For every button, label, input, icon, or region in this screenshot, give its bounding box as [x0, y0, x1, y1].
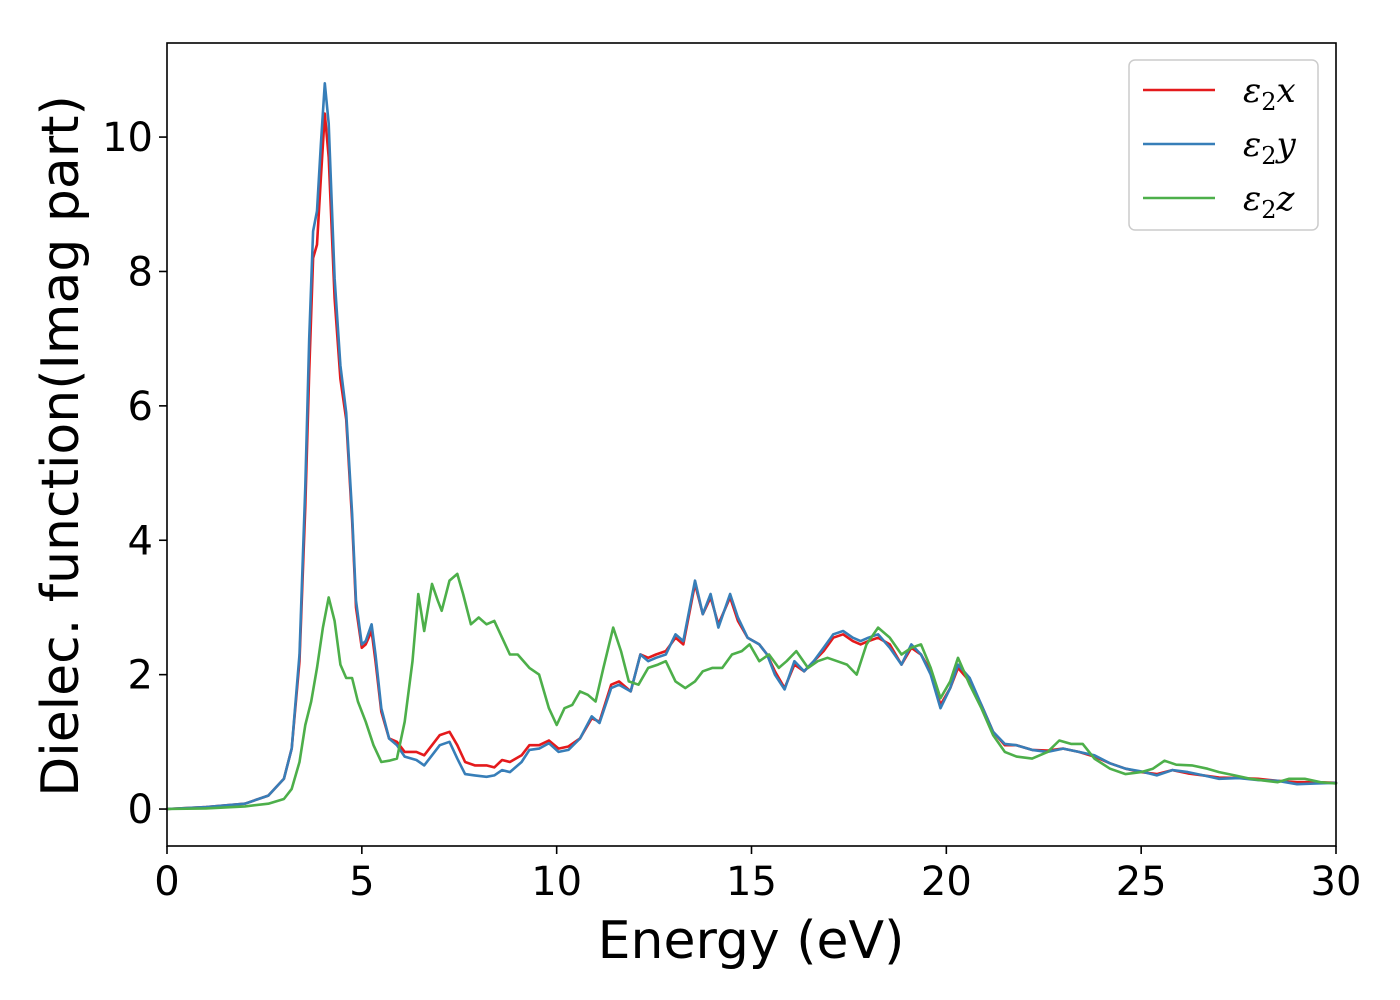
y-tick-label: 0 [128, 787, 153, 833]
y-tick-label: 10 [102, 115, 153, 161]
y-tick-label: 4 [128, 518, 153, 564]
legend-box [1128, 59, 1319, 231]
x-tick-label: 5 [349, 859, 374, 905]
x-tick-label: 0 [154, 859, 179, 905]
x-tick-label: 20 [921, 859, 972, 905]
x-tick-label: 25 [1116, 859, 1167, 905]
y-axis-label: Dielec. function(Imag part) [31, 95, 91, 797]
series-line-z [165, 572, 1338, 811]
y-tick-label: 6 [128, 384, 153, 430]
y-axis-ticks: 0 2 4 6 8 10 [102, 115, 167, 833]
series-layer [165, 82, 1338, 811]
x-tick-label: 15 [726, 859, 777, 905]
x-axis-label: Energy (eV) [598, 911, 905, 971]
x-axis-ticks: 0 5 10 15 20 25 30 [154, 846, 1361, 905]
x-tick-label: 30 [1311, 859, 1362, 905]
legend-entry-y: ε2y [1243, 125, 1297, 170]
y-tick-label: 8 [128, 249, 153, 295]
legend-entry-z: ε2z [1243, 179, 1296, 224]
y-tick-label: 2 [128, 653, 153, 699]
series-line-y [165, 82, 1338, 811]
x-tick-label: 10 [531, 859, 582, 905]
legend-entry-x: ε2x [1243, 71, 1296, 116]
legend: ε2x ε2y ε2z [1128, 59, 1319, 231]
